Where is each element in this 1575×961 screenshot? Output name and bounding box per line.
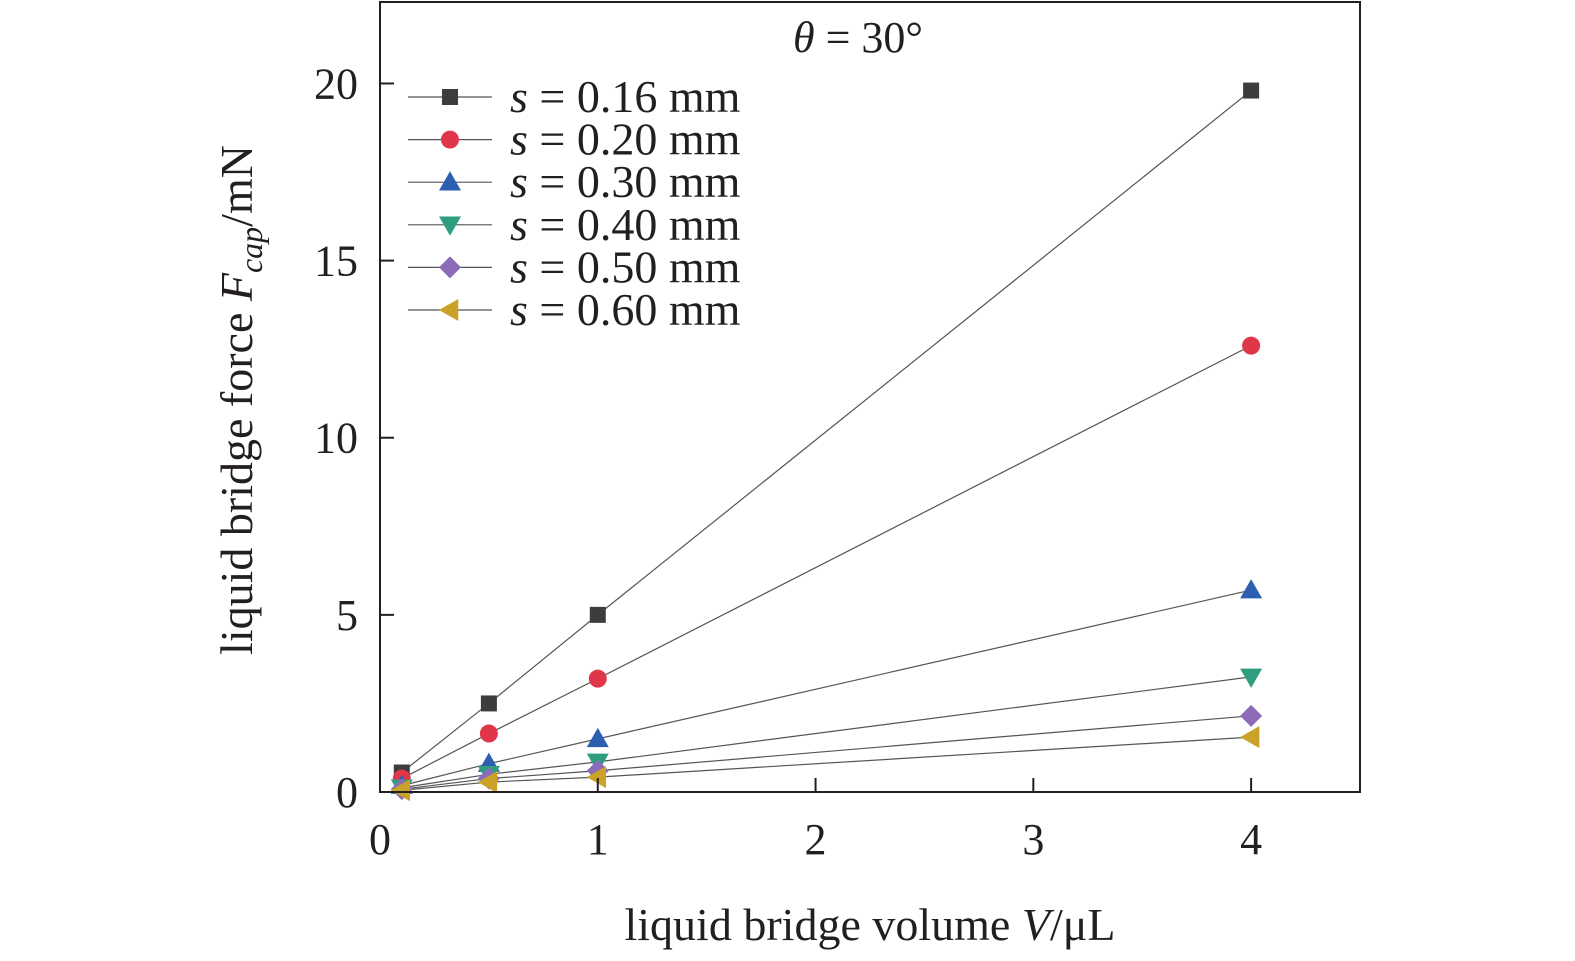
y-axis-label: liquid bridge force Fcap/mN [211, 145, 269, 655]
series-lines [401, 90, 1252, 791]
y-label-var: F [211, 272, 262, 302]
annotation-symbol: θ [793, 13, 815, 62]
legend-marker-4 [439, 256, 461, 279]
plot-frame [379, 1, 1361, 793]
series-line-0 [401, 90, 1252, 773]
legend-label-0: s = 0.16 mm [510, 71, 741, 122]
legend-marker-3 [439, 216, 461, 236]
point-s5-0 [390, 779, 411, 802]
legend-label-5: s = 0.60 mm [510, 284, 741, 335]
y-tick-label-0: 0 [336, 768, 358, 817]
y-label-unit: /mN [211, 145, 262, 227]
y-tick-label-4: 20 [314, 59, 358, 108]
point-s5-1 [477, 771, 498, 794]
x-tick-label-4: 4 [1240, 815, 1262, 864]
point-s2-2 [586, 727, 609, 748]
series-line-2 [401, 589, 1252, 787]
point-s0-2 [589, 606, 606, 623]
legend-marker-5 [439, 299, 459, 321]
legend-marker-1 [441, 130, 459, 149]
legend-marker-2 [439, 171, 461, 191]
x-label-unit: /μL [1050, 899, 1116, 950]
x-label-prefix: liquid bridge volume [625, 899, 1022, 950]
chart-annotation: θ = 30° [793, 13, 923, 62]
legend-marker-0 [442, 89, 458, 105]
y-label-prefix: liquid bridge force [211, 301, 262, 655]
legend-label-3: s = 0.40 mm [510, 199, 741, 250]
point-s2-3 [1240, 579, 1263, 599]
legend: s = 0.16 mms = 0.20 mms = 0.30 mms = 0.4… [408, 71, 741, 335]
point-s0-1 [480, 695, 497, 712]
y-label-sub: cap [233, 227, 269, 273]
y-tick-label-3: 15 [314, 237, 358, 286]
point-s5-3 [1240, 726, 1260, 749]
series-line-3 [401, 676, 1252, 789]
series-line-5 [401, 736, 1252, 791]
point-s4-3 [1240, 704, 1263, 727]
y-tick-label-2: 10 [314, 414, 358, 463]
x-tick-label-1: 1 [587, 815, 609, 864]
series-markers [390, 82, 1263, 802]
point-s1-1 [479, 724, 498, 743]
point-s3-3 [1240, 668, 1263, 688]
series-line-4 [401, 715, 1252, 790]
x-tick-label-0: 0 [369, 815, 391, 864]
series-line-1 [401, 345, 1252, 780]
point-s0-3 [1243, 82, 1260, 99]
point-s1-2 [588, 669, 607, 688]
annotation-text: = 30° [815, 13, 923, 62]
x-tick-label-2: 2 [805, 815, 827, 864]
x-label-var: V [1022, 899, 1055, 950]
legend-label-2: s = 0.30 mm [510, 156, 741, 207]
legend-label-1: s = 0.20 mm [510, 114, 741, 165]
x-tick-label-3: 3 [1022, 815, 1044, 864]
axis-ticks: 0 1 2 3 4 0 5 10 15 20 [314, 59, 1262, 864]
point-s1-3 [1242, 336, 1261, 355]
point-s5-2 [586, 766, 607, 789]
legend-label-4: s = 0.50 mm [510, 241, 741, 292]
y-tick-label-1: 5 [336, 591, 358, 640]
x-axis-label: liquid bridge volume V/μL [625, 899, 1116, 950]
